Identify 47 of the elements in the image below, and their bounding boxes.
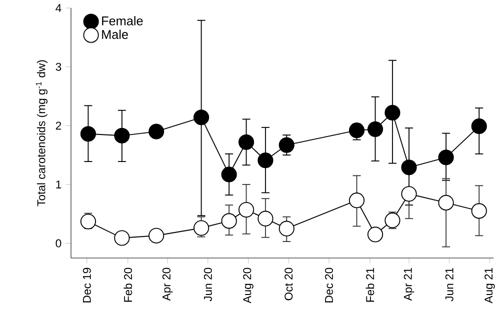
point xyxy=(194,220,210,236)
x-tick-label: Aug 21 xyxy=(484,268,495,304)
point xyxy=(148,228,164,244)
point xyxy=(238,134,254,150)
point xyxy=(401,160,417,176)
y-tick-label: 2 xyxy=(56,122,62,130)
x-tick-label: Apr 20 xyxy=(162,268,173,301)
point xyxy=(278,220,294,236)
x-tick-label: Feb 20 xyxy=(124,268,132,302)
point xyxy=(471,118,487,134)
legend-label: Female xyxy=(102,16,143,26)
y-tick-label: 3 xyxy=(56,62,62,71)
x-tick-label: Feb 21 xyxy=(366,268,374,302)
point xyxy=(258,152,274,168)
x-tick-label: Jun 21 xyxy=(445,268,454,302)
point xyxy=(238,202,254,218)
point xyxy=(278,137,294,153)
point xyxy=(348,122,365,138)
point xyxy=(348,192,365,208)
x-tick-label: Jun 20 xyxy=(204,268,212,302)
legend-label: Male xyxy=(102,30,128,39)
x-tick-label: Oct 20 xyxy=(284,268,293,300)
x-tick-label: Dec 19 xyxy=(82,268,91,302)
point xyxy=(367,121,384,137)
point xyxy=(221,166,237,182)
y-axis-title: Total carotenoids (mg g$^{-1}$ dw) xyxy=(36,60,48,206)
point xyxy=(401,186,417,202)
x-tick-label: Aug 20 xyxy=(243,268,254,304)
point xyxy=(367,226,384,242)
point xyxy=(384,104,400,121)
point xyxy=(258,210,274,226)
point xyxy=(194,110,210,126)
point xyxy=(471,203,487,219)
point xyxy=(148,124,164,140)
point xyxy=(438,150,454,166)
point xyxy=(384,212,400,228)
x-tick-label: Apr 21 xyxy=(404,268,414,301)
point xyxy=(221,213,237,229)
point xyxy=(80,214,96,230)
y-tick-label: 4 xyxy=(56,4,62,12)
y-tick-label: 0 xyxy=(56,239,62,248)
point xyxy=(114,128,130,144)
y-tick-label: 1 xyxy=(56,180,62,188)
point xyxy=(80,126,96,142)
point xyxy=(114,230,130,246)
point xyxy=(438,194,454,211)
x-tick-label: Dec 20 xyxy=(324,268,333,302)
